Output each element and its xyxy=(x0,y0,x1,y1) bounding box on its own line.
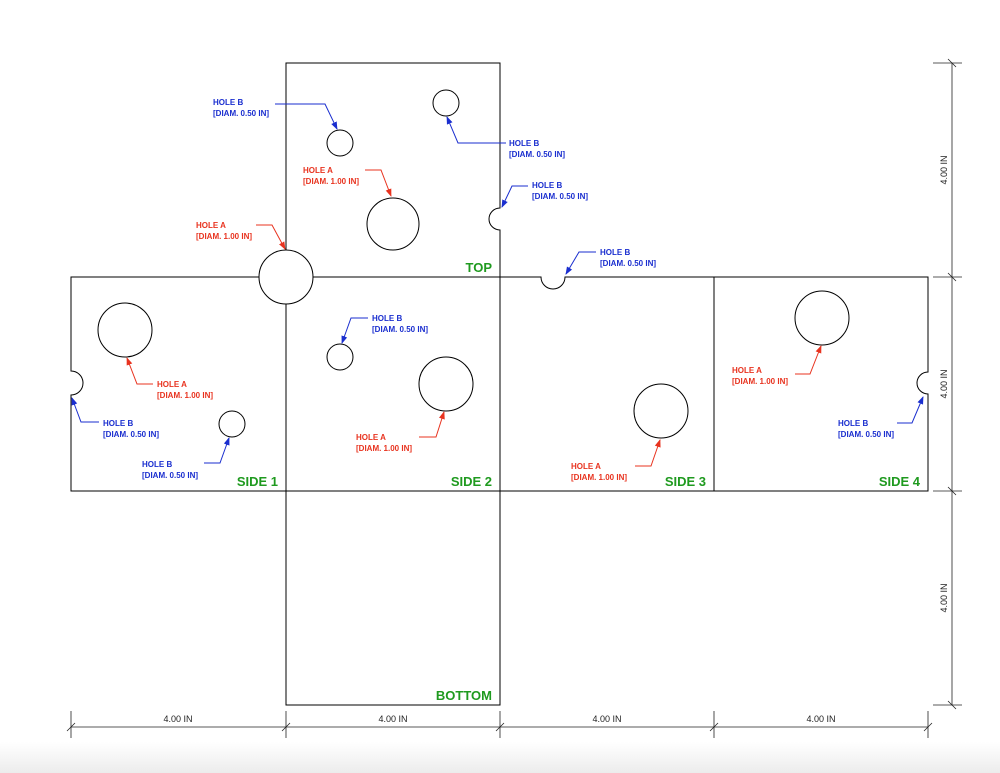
note-title: HOLE A xyxy=(157,380,187,389)
face-label-side3: SIDE 3 xyxy=(665,474,706,489)
side1-face-outline xyxy=(70,276,287,492)
note-top-a: HOLE A [DIAM. 1.00 IN] xyxy=(303,166,359,186)
leader-side2-b xyxy=(341,317,368,344)
vertical-dimension xyxy=(933,58,962,710)
page-bottom-shade xyxy=(0,742,1000,773)
note-title: HOLE A xyxy=(196,221,226,230)
note-title: HOLE B xyxy=(838,419,868,428)
leader-side2-a xyxy=(419,411,445,438)
side4-hole-a xyxy=(794,290,850,346)
dim-label-sides: 4.00 IN xyxy=(939,369,949,398)
dim-label-side2: 4.00 IN xyxy=(378,714,407,724)
leader-top-b-2 xyxy=(275,103,338,130)
side4-face-outline xyxy=(713,276,929,492)
face-label-side4: SIDE 4 xyxy=(879,474,921,489)
note-corner-a: HOLE A [DIAM. 1.00 IN] xyxy=(196,221,252,241)
leader-top-a xyxy=(365,169,392,197)
note-top-b-notch: HOLE B [DIAM. 0.50 IN] xyxy=(532,181,588,201)
note-diam: [DIAM. 0.50 IN] xyxy=(532,192,588,201)
note-diam: [DIAM. 0.50 IN] xyxy=(372,325,428,334)
face-label-side2: SIDE 2 xyxy=(451,474,492,489)
face-label-top: TOP xyxy=(466,260,493,275)
leader-side4-b-notch xyxy=(897,396,924,424)
leader-side1-b xyxy=(204,437,230,464)
face-label-side1: SIDE 1 xyxy=(237,474,278,489)
note-side1-b: HOLE B [DIAM. 0.50 IN] xyxy=(142,460,198,480)
note-diam: [DIAM. 1.00 IN] xyxy=(303,177,359,186)
leader-corner-a xyxy=(256,224,286,250)
side3-hole-a xyxy=(633,383,689,439)
note-diam: [DIAM. 0.50 IN] xyxy=(213,109,269,118)
note-diam: [DIAM. 0.50 IN] xyxy=(600,259,656,268)
note-title: HOLE A xyxy=(303,166,333,175)
note-side1-b-notch: HOLE B [DIAM. 0.50 IN] xyxy=(103,419,159,439)
note-side1-a: HOLE A [DIAM. 1.00 IN] xyxy=(157,380,213,400)
face-label-bottom: BOTTOM xyxy=(436,688,492,703)
dim-label-top: 4.00 IN xyxy=(939,155,949,184)
side1-hole-a xyxy=(97,302,153,358)
top-hole-b-2 xyxy=(326,129,354,157)
note-diam: [DIAM. 0.50 IN] xyxy=(103,430,159,439)
leader-top-b-1 xyxy=(446,116,506,144)
note-diam: [DIAM. 1.00 IN] xyxy=(196,232,252,241)
top-hole-a xyxy=(366,197,420,251)
leader-side1-a xyxy=(126,357,153,385)
note-diam: [DIAM. 0.50 IN] xyxy=(838,430,894,439)
note-title: HOLE B xyxy=(509,139,539,148)
note-title: HOLE B xyxy=(600,248,630,257)
leader-side3-b-notch xyxy=(565,251,596,275)
note-diam: [DIAM. 1.00 IN] xyxy=(157,391,213,400)
dim-label-side4: 4.00 IN xyxy=(806,714,835,724)
note-diam: [DIAM. 1.00 IN] xyxy=(356,444,412,453)
leader-side4-a xyxy=(795,345,822,375)
note-top-b-1: HOLE B [DIAM. 0.50 IN] xyxy=(509,139,565,159)
side2-hole-b xyxy=(326,343,354,371)
note-diam: [DIAM. 0.50 IN] xyxy=(142,471,198,480)
note-title: HOLE B xyxy=(103,419,133,428)
leader-side1-b-notch xyxy=(71,397,99,423)
leader-top-b-notch xyxy=(501,185,528,208)
note-title: HOLE A xyxy=(732,366,762,375)
side1-hole-b xyxy=(218,410,246,438)
side3-face-outline xyxy=(499,276,715,492)
side2-hole-a xyxy=(418,356,474,412)
dim-label-bottom: 4.00 IN xyxy=(939,583,949,612)
note-side4-b-notch: HOLE B [DIAM. 0.50 IN] xyxy=(838,419,894,439)
note-diam: [DIAM. 1.00 IN] xyxy=(732,377,788,386)
note-title: HOLE B xyxy=(532,181,562,190)
horizontal-dimension xyxy=(66,711,933,738)
note-title: HOLE A xyxy=(571,462,601,471)
note-diam: [DIAM. 1.00 IN] xyxy=(571,473,627,482)
note-title: HOLE B xyxy=(372,314,402,323)
note-diam: [DIAM. 0.50 IN] xyxy=(509,150,565,159)
note-side3-a: HOLE A [DIAM. 1.00 IN] xyxy=(571,462,627,482)
note-title: HOLE A xyxy=(356,433,386,442)
top-hole-b-1 xyxy=(432,89,460,117)
dim-label-side1: 4.00 IN xyxy=(163,714,192,724)
dim-label-side3: 4.00 IN xyxy=(592,714,621,724)
note-side2-b: HOLE B [DIAM. 0.50 IN] xyxy=(372,314,428,334)
note-side4-a: HOLE A [DIAM. 1.00 IN] xyxy=(732,366,788,386)
side2-face-outline xyxy=(285,276,501,492)
note-side3-b-notch: HOLE B [DIAM. 0.50 IN] xyxy=(600,248,656,268)
note-side2-a: HOLE A [DIAM. 1.00 IN] xyxy=(356,433,412,453)
leader-side3-a xyxy=(635,439,661,467)
note-top-b-2: HOLE B [DIAM. 0.50 IN] xyxy=(213,98,269,118)
bottom-face-outline xyxy=(285,490,501,706)
corner-hole-a xyxy=(258,249,314,305)
note-title: HOLE B xyxy=(213,98,243,107)
note-title: HOLE B xyxy=(142,460,172,469)
top-face-outline xyxy=(285,62,501,278)
